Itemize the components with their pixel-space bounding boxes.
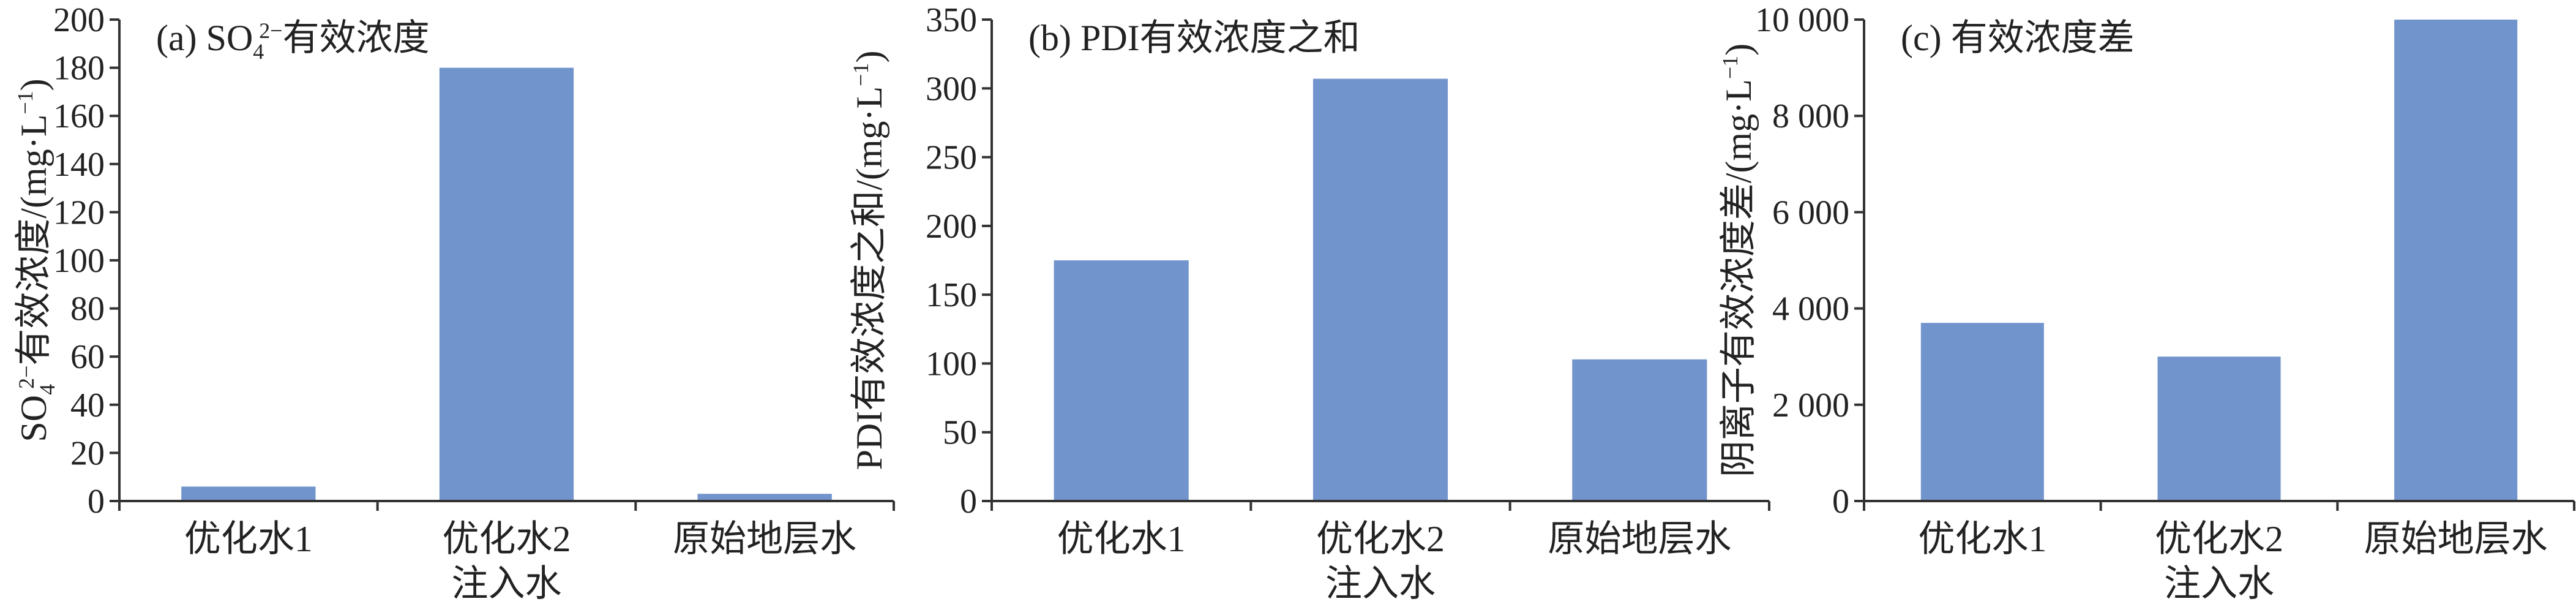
- y-tick-label: 40: [70, 386, 105, 424]
- x-tick-label: 优化水2: [443, 519, 571, 559]
- panel-title: (a) SO42−有效浓度: [156, 18, 430, 64]
- y-tick-label: 300: [926, 70, 977, 108]
- y-tick-label: 4 000: [1772, 290, 1849, 328]
- x-group-label: 注入水: [2164, 564, 2274, 604]
- x-tick-label: 优化水1: [1057, 519, 1186, 559]
- bar-1: [181, 486, 316, 501]
- y-tick-label: 100: [926, 345, 977, 383]
- y-tick-label: 2 000: [1772, 386, 1849, 424]
- chart-panel-1: 0 20 40 60 80 100 120 140 160 180 200 优化水1 优化水2 注入水 原始…: [13, 1, 895, 604]
- bar-3: [2394, 20, 2518, 501]
- x-group-label: 注入水: [1325, 564, 1436, 604]
- y-axis-label: 阴离子有效浓度差/(mg·L−1): [1718, 43, 1759, 477]
- x-tick-label: 优化水2: [1316, 519, 1445, 559]
- y-tick-label: 120: [53, 194, 105, 232]
- y-tick-label: 60: [70, 338, 105, 376]
- y-tick-label: 80: [70, 290, 105, 328]
- y-tick-label: 50: [943, 414, 977, 452]
- y-tick-label: 6 000: [1772, 194, 1849, 232]
- y-tick-label: 8 000: [1772, 97, 1849, 135]
- panel-title: (c) 有效浓度差: [1901, 18, 2135, 58]
- bar-1: [1920, 323, 2044, 501]
- y-tick-label: 0: [960, 483, 977, 521]
- y-tick-label: 0: [88, 483, 105, 521]
- bar-2: [2157, 356, 2281, 501]
- bar-2: [439, 67, 574, 502]
- y-tick-label: 100: [53, 242, 105, 280]
- y-tick-label: 200: [926, 208, 977, 246]
- panel-title: (b) PDI有效浓度之和: [1028, 18, 1360, 58]
- x-tick-label: 原始地层水: [1548, 519, 1731, 559]
- y-tick-label: 180: [53, 50, 105, 88]
- y-tick-label: 140: [53, 146, 105, 184]
- x-group-label: 注入水: [452, 564, 562, 604]
- y-tick-label: 20: [70, 434, 105, 472]
- y-axis-label: SO42−有效浓度/(mg·L−1): [13, 78, 59, 442]
- bar-1: [1054, 260, 1189, 501]
- y-tick-label: 350: [926, 1, 977, 39]
- chart-panel-2: 0 50 100 150 200 250 300 350 优化水1 优化水2 注入水 原始地层水 (b)…: [848, 1, 1770, 604]
- y-tick-label: 250: [926, 139, 977, 177]
- bar-2: [1312, 78, 1448, 501]
- y-tick-label: 10 000: [1755, 1, 1849, 39]
- x-tick-label: 优化水2: [2155, 519, 2283, 559]
- y-tick-label: 150: [926, 276, 977, 314]
- chart-panel-3: 0 2 000 4 000 6 000 8 000 10 000 优化水1 优化水2 注入水 原始…: [1718, 1, 2575, 604]
- bar-3: [1572, 359, 1707, 501]
- x-tick-label: 原始地层水: [2364, 519, 2548, 559]
- y-tick-label: 160: [53, 97, 105, 135]
- y-axis-label: PDI有效浓度之和/(mg·L−1): [848, 51, 889, 470]
- bar-3: [697, 494, 832, 501]
- x-tick-label: 优化水1: [1918, 519, 2046, 559]
- x-tick-label: 原始地层水: [673, 519, 856, 559]
- x-tick-label: 优化水1: [184, 519, 313, 559]
- y-tick-label: 0: [1832, 483, 1849, 521]
- y-tick-label: 200: [53, 1, 105, 39]
